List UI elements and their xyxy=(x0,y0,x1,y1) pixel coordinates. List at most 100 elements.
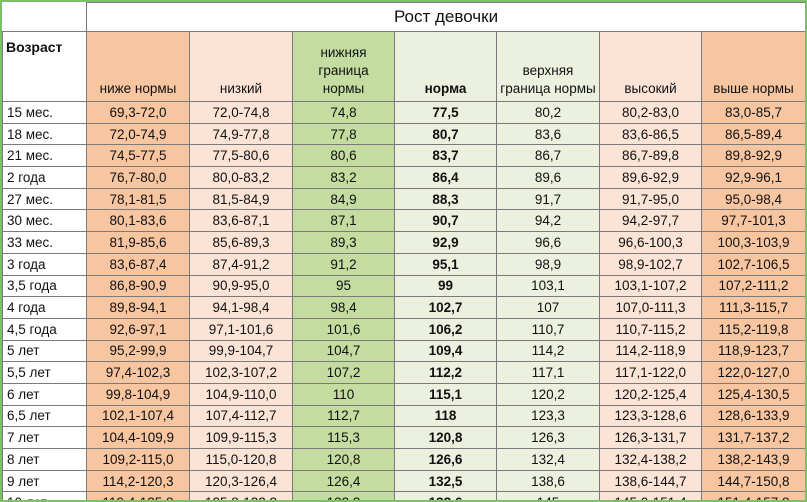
table-title: Рост девочки xyxy=(85,2,805,32)
value-cell: 95 xyxy=(292,274,395,298)
value-cell: 69,3-72,0 xyxy=(86,101,190,124)
value-cell: 80,0-83,2 xyxy=(189,166,293,189)
table-row: 15 мес. 69,3-72,0 72,0-74,8 74,8 77,5 80,2 80,… xyxy=(2,101,805,124)
value-cell: 102,7-106,5 xyxy=(700,252,805,276)
table-row: 7 лет 104,4-109,9 109,9-115,3 115,3 120,8 126… xyxy=(2,426,805,449)
age-cell: 6,5 лет xyxy=(2,404,87,428)
age-cell: 2 года xyxy=(2,166,87,189)
value-cell: 119,4-125,8 xyxy=(86,491,190,500)
age-cell: 6 лет xyxy=(2,382,87,406)
col-header-lower-bound: нижняя граница нормы xyxy=(292,31,395,102)
value-cell: 123,3 xyxy=(496,404,600,428)
value-cell: 138,6 xyxy=(394,491,497,500)
corner-cell xyxy=(2,2,87,32)
value-cell: 117,1 xyxy=(496,361,600,384)
value-cell: 89,3 xyxy=(292,231,395,254)
value-cell: 118 xyxy=(394,404,497,428)
value-cell: 111,3-115,7 xyxy=(700,296,805,319)
value-cell: 97,1-101,6 xyxy=(189,317,293,341)
value-cell: 76,7-80,0 xyxy=(86,166,190,189)
value-cell: 132,4 xyxy=(496,448,600,471)
value-cell: 110,7 xyxy=(496,317,600,341)
value-cell: 86,7 xyxy=(496,144,600,168)
value-cell: 80,6 xyxy=(292,144,395,168)
value-cell: 102,3-107,2 xyxy=(189,361,293,384)
value-cell: 88,3 xyxy=(394,187,497,211)
value-cell: 122,0-127,0 xyxy=(700,361,805,384)
value-cell: 96,6-100,3 xyxy=(599,231,702,254)
value-cell: 83,6-86,5 xyxy=(599,122,702,146)
value-cell: 109,9-115,3 xyxy=(189,426,293,449)
value-cell: 95,1 xyxy=(394,252,497,276)
value-cell: 90,9-95,0 xyxy=(189,274,293,298)
value-cell: 123,3-128,6 xyxy=(599,404,702,428)
value-cell: 120,8 xyxy=(394,426,497,449)
value-cell: 125,4-130,5 xyxy=(700,382,805,406)
value-cell: 125,8-132,2 xyxy=(189,491,293,500)
value-cell: 145,0-151,4 xyxy=(599,491,702,500)
value-cell: 81,5-84,9 xyxy=(189,187,293,211)
value-cell: 114,2-118,9 xyxy=(599,339,702,363)
age-cell: 5 лет xyxy=(2,339,87,363)
age-cell: 3 года xyxy=(2,252,87,276)
value-cell: 83,7 xyxy=(394,144,497,168)
value-cell: 120,3-126,4 xyxy=(189,469,293,493)
value-cell: 83,6-87,4 xyxy=(86,252,190,276)
table-row: 9 лет 114,2-120,3 120,3-126,4 126,4 132,5 138… xyxy=(2,469,805,493)
value-cell: 72,0-74,8 xyxy=(189,101,293,124)
value-cell: 80,2 xyxy=(496,101,600,124)
table-row: 27 мес. 78,1-81,5 81,5-84,9 84,9 88,3 91,7 91,… xyxy=(2,187,805,211)
table-row: 5 лет 95,2-99,9 99,9-104,7 104,7 109,4 114,2 1… xyxy=(2,339,805,363)
value-cell: 106,2 xyxy=(394,317,497,341)
col-header-upper-bound: верхняя граница нормы xyxy=(496,31,600,102)
value-cell: 145 xyxy=(496,491,600,500)
value-cell: 132,4-138,2 xyxy=(599,448,702,471)
age-cell: 4,5 года xyxy=(2,317,87,341)
value-cell: 100,3-103,9 xyxy=(700,231,805,254)
value-cell: 95,0-98,4 xyxy=(700,187,805,211)
value-cell: 126,3-131,7 xyxy=(599,426,702,449)
value-cell: 99,9-104,7 xyxy=(189,339,293,363)
table-row: 18 мес. 72,0-74,9 74,9-77,8 77,8 80,7 83,6 83,… xyxy=(2,122,805,146)
value-cell: 104,7 xyxy=(292,339,395,363)
value-cell: 115,0-120,8 xyxy=(189,448,293,471)
col-header-high: высокий xyxy=(599,31,702,102)
value-cell: 89,8-92,9 xyxy=(700,144,805,168)
value-cell: 96,6 xyxy=(496,231,600,254)
value-cell: 120,2 xyxy=(496,382,600,406)
age-cell: 3,5 года xyxy=(2,274,87,298)
value-cell: 91,7-95,0 xyxy=(599,187,702,211)
value-cell: 126,3 xyxy=(496,426,600,449)
value-cell: 115,3 xyxy=(292,426,395,449)
value-cell: 107,0-111,3 xyxy=(599,296,702,319)
value-cell: 151,4-157,8 xyxy=(700,491,805,500)
value-cell: 115,2-119,8 xyxy=(700,317,805,341)
value-cell: 86,5-89,4 xyxy=(700,122,805,146)
value-cell: 120,2-125,4 xyxy=(599,382,702,406)
table-row: 6,5 лет 102,1-107,4 107,4-112,7 112,7 118 123… xyxy=(2,404,805,428)
value-cell: 91,7 xyxy=(496,187,600,211)
value-cell: 98,9 xyxy=(496,252,600,276)
value-cell: 107,4-112,7 xyxy=(189,404,293,428)
col-header-below-norm: ниже нормы xyxy=(86,31,190,102)
value-cell: 128,6-133,9 xyxy=(700,404,805,428)
value-cell: 74,9-77,8 xyxy=(189,122,293,146)
value-cell: 86,4 xyxy=(394,166,497,189)
table-row: 2 года 76,7-80,0 80,0-83,2 83,2 86,4 89,6 89,6… xyxy=(2,166,805,189)
value-cell: 77,8 xyxy=(292,122,395,146)
table-row: 4 года 89,8-94,1 94,1-98,4 98,4 102,7 107 107,… xyxy=(2,296,805,319)
value-cell: 114,2 xyxy=(496,339,600,363)
value-cell: 117,1-122,0 xyxy=(599,361,702,384)
value-cell: 94,1-98,4 xyxy=(189,296,293,319)
value-cell: 80,1-83,6 xyxy=(86,209,190,233)
value-cell: 84,9 xyxy=(292,187,395,211)
age-cell: 27 мес. xyxy=(2,187,87,211)
age-column-header: Возраст xyxy=(2,31,87,102)
value-cell: 86,7-89,8 xyxy=(599,144,702,168)
value-cell: 103,1-107,2 xyxy=(599,274,702,298)
age-cell: 21 мес. xyxy=(2,144,87,168)
value-cell: 98,4 xyxy=(292,296,395,319)
value-cell: 101,6 xyxy=(292,317,395,341)
value-cell: 104,9-110,0 xyxy=(189,382,293,406)
value-cell: 132,5 xyxy=(394,469,497,493)
